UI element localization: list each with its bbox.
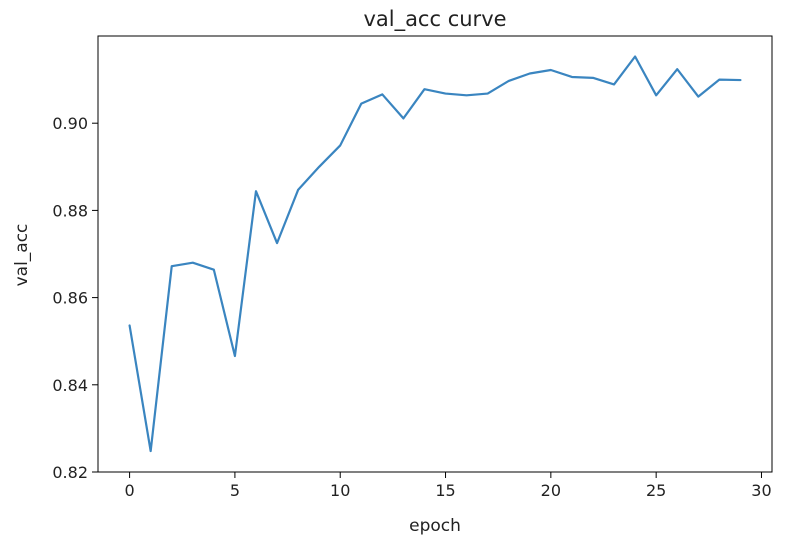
- y-tick-label-3: 0.88: [52, 201, 88, 220]
- y-tick-label-4: 0.90: [52, 114, 88, 133]
- series-line: [128, 55, 742, 453]
- x-axis-label: epoch: [409, 516, 461, 536]
- chart-title: val_acc curve: [363, 7, 506, 32]
- plot-frame: [97, 35, 773, 473]
- plot-area: 0 5 10 15 20 25 30 0.82 0.84 0.86 0.88 0.90: [52, 35, 773, 500]
- x-tick-label-0: 0: [125, 481, 135, 500]
- y-tick-label-1: 0.84: [52, 376, 88, 395]
- x-tick-label-15: 15: [435, 481, 455, 500]
- x-tick-label-10: 10: [330, 481, 350, 500]
- x-tick-label-5: 5: [230, 481, 240, 500]
- x-tick-label-20: 20: [541, 481, 561, 500]
- y-axis-label: val_acc: [12, 224, 32, 287]
- x-tick-label-30: 30: [751, 481, 771, 500]
- y-tick-label-0: 0.82: [52, 463, 88, 482]
- x-tick-label-25: 25: [646, 481, 666, 500]
- y-tick-label-2: 0.86: [52, 289, 88, 308]
